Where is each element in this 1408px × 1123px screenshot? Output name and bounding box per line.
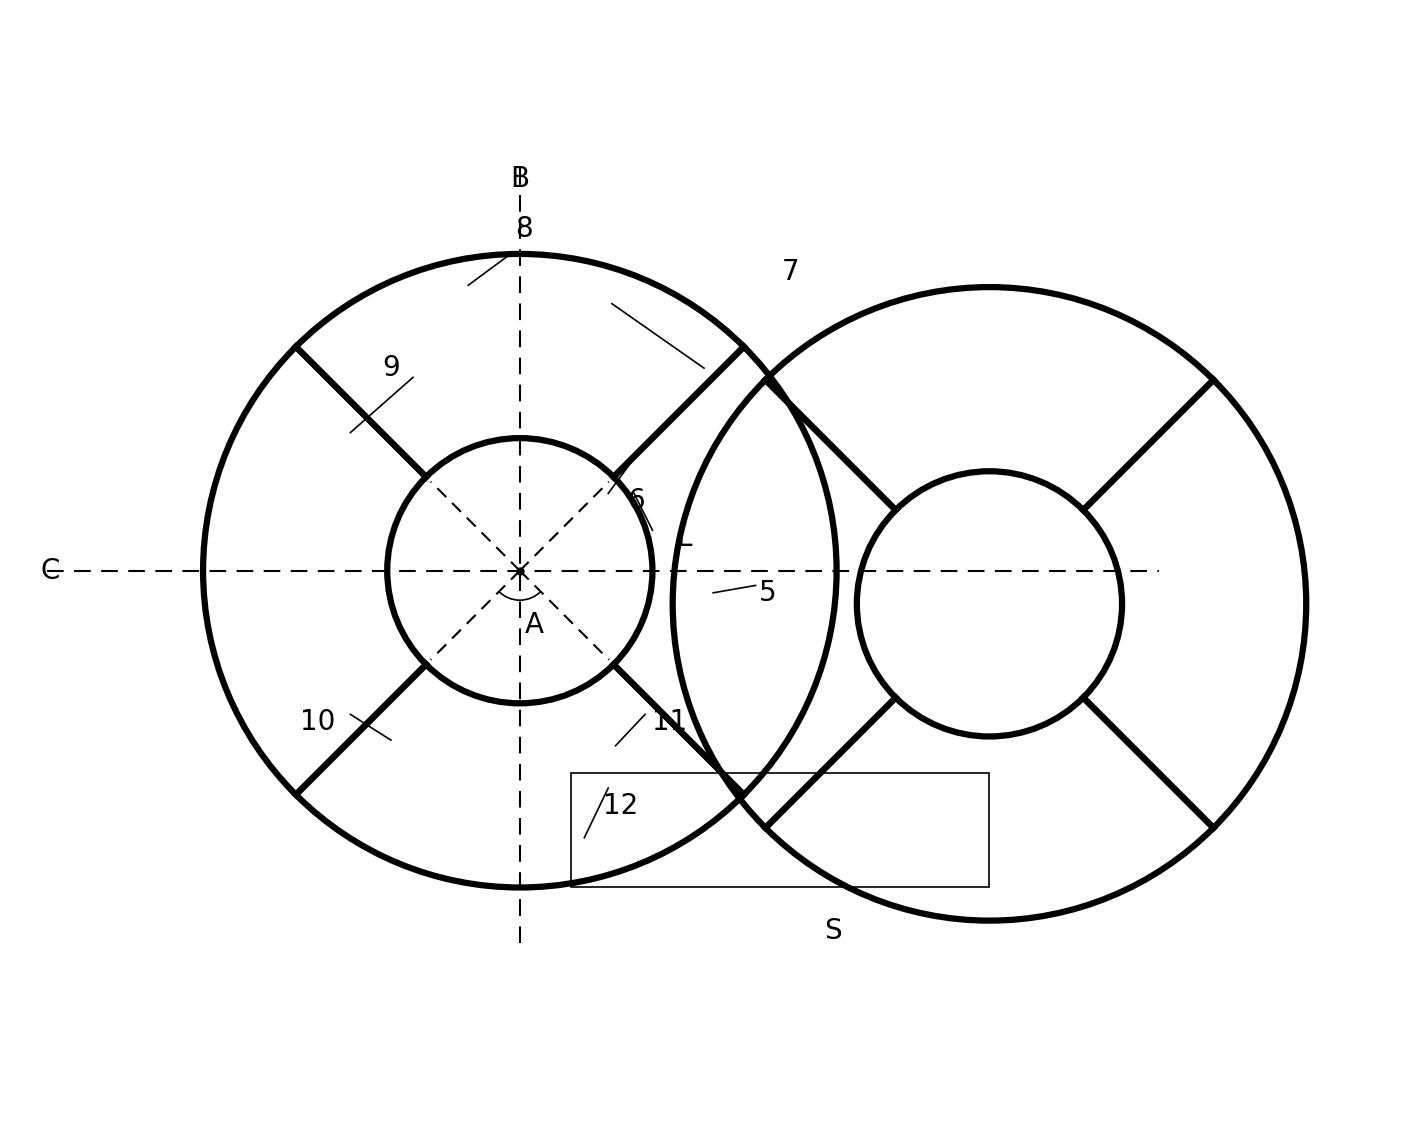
Text: 8: 8 — [515, 214, 532, 243]
Text: C: C — [39, 557, 59, 585]
Text: 10: 10 — [300, 707, 335, 736]
Text: 11: 11 — [652, 707, 687, 736]
Text: 5: 5 — [759, 578, 777, 606]
Text: 7: 7 — [781, 258, 798, 286]
Text: S: S — [824, 917, 842, 944]
Bar — [572, 774, 990, 887]
Text: 9: 9 — [383, 354, 400, 382]
Text: 6: 6 — [627, 486, 645, 514]
Text: B: B — [510, 165, 529, 193]
Text: L: L — [676, 523, 691, 551]
Text: A: A — [525, 611, 543, 639]
Text: 12: 12 — [604, 792, 639, 820]
